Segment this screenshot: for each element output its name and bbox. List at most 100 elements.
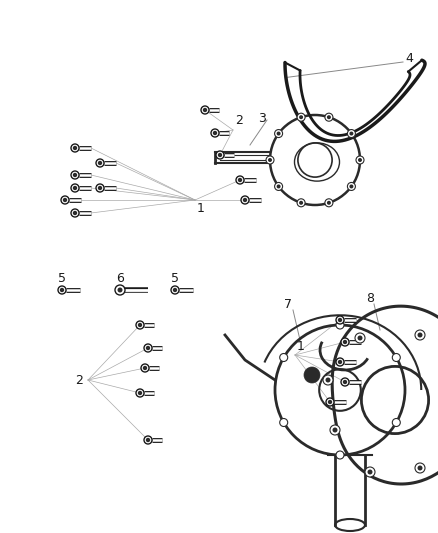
Circle shape (392, 353, 400, 361)
Circle shape (211, 129, 219, 137)
Text: 5: 5 (171, 271, 179, 285)
Circle shape (268, 158, 272, 162)
Circle shape (218, 153, 222, 157)
Circle shape (304, 367, 320, 383)
Circle shape (58, 286, 66, 294)
Circle shape (415, 463, 425, 473)
Circle shape (336, 451, 344, 459)
Circle shape (266, 156, 274, 164)
Circle shape (343, 340, 347, 344)
Circle shape (280, 418, 288, 426)
Circle shape (327, 201, 331, 205)
Circle shape (213, 131, 217, 135)
Circle shape (115, 285, 125, 295)
Circle shape (71, 209, 79, 217)
Circle shape (338, 360, 342, 364)
Circle shape (297, 199, 305, 207)
Circle shape (141, 364, 149, 372)
Circle shape (299, 115, 303, 119)
Circle shape (358, 158, 362, 162)
Circle shape (203, 108, 207, 112)
Circle shape (243, 198, 247, 202)
Circle shape (341, 338, 349, 346)
Text: 4: 4 (405, 52, 413, 64)
Text: 2: 2 (75, 374, 83, 386)
Text: 3: 3 (258, 111, 266, 125)
Circle shape (355, 333, 365, 343)
Circle shape (238, 178, 242, 182)
Circle shape (347, 182, 355, 190)
Circle shape (299, 201, 303, 205)
Circle shape (350, 184, 353, 189)
Circle shape (143, 366, 147, 370)
Circle shape (336, 358, 344, 366)
Circle shape (276, 132, 281, 135)
Circle shape (96, 184, 104, 192)
Circle shape (341, 378, 349, 386)
Text: 5: 5 (58, 271, 66, 285)
Circle shape (325, 199, 333, 207)
Circle shape (328, 400, 332, 404)
Circle shape (71, 171, 79, 179)
Circle shape (144, 436, 152, 444)
Circle shape (417, 333, 423, 337)
Circle shape (367, 470, 372, 474)
Text: 1: 1 (297, 340, 305, 353)
Circle shape (365, 467, 375, 477)
Circle shape (325, 113, 333, 121)
Circle shape (216, 151, 224, 159)
Circle shape (241, 196, 249, 204)
Circle shape (347, 130, 355, 138)
Circle shape (63, 198, 67, 202)
Circle shape (173, 288, 177, 292)
Circle shape (236, 176, 244, 184)
Circle shape (332, 427, 338, 432)
Circle shape (356, 156, 364, 164)
Circle shape (144, 344, 152, 352)
Circle shape (60, 288, 64, 292)
Circle shape (297, 113, 305, 121)
Circle shape (98, 186, 102, 190)
Circle shape (73, 211, 77, 215)
Text: 8: 8 (366, 292, 374, 304)
Circle shape (336, 321, 344, 329)
Circle shape (136, 321, 144, 329)
Circle shape (357, 335, 363, 341)
Circle shape (343, 380, 347, 384)
Circle shape (73, 186, 77, 190)
Circle shape (71, 184, 79, 192)
Circle shape (326, 398, 334, 406)
Text: 6: 6 (116, 271, 124, 285)
Circle shape (338, 318, 342, 322)
Circle shape (146, 438, 150, 442)
Circle shape (98, 161, 102, 165)
Circle shape (138, 391, 142, 395)
Circle shape (275, 182, 283, 190)
Circle shape (415, 330, 425, 340)
Circle shape (327, 115, 331, 119)
Circle shape (138, 323, 142, 327)
Circle shape (96, 159, 104, 167)
Circle shape (201, 106, 209, 114)
Text: 1: 1 (197, 202, 205, 215)
Circle shape (280, 353, 288, 361)
Circle shape (136, 389, 144, 397)
Circle shape (325, 377, 331, 383)
Circle shape (61, 196, 69, 204)
Circle shape (350, 132, 353, 135)
Circle shape (392, 418, 400, 426)
Circle shape (276, 184, 281, 189)
Circle shape (330, 425, 340, 435)
Circle shape (117, 287, 123, 293)
Text: 2: 2 (235, 114, 243, 126)
Circle shape (417, 465, 423, 471)
Circle shape (275, 130, 283, 138)
Circle shape (71, 144, 79, 152)
Circle shape (73, 146, 77, 150)
Circle shape (171, 286, 179, 294)
Circle shape (73, 173, 77, 177)
Circle shape (146, 346, 150, 350)
Circle shape (323, 375, 333, 385)
Circle shape (336, 316, 344, 324)
Text: 7: 7 (284, 298, 292, 311)
